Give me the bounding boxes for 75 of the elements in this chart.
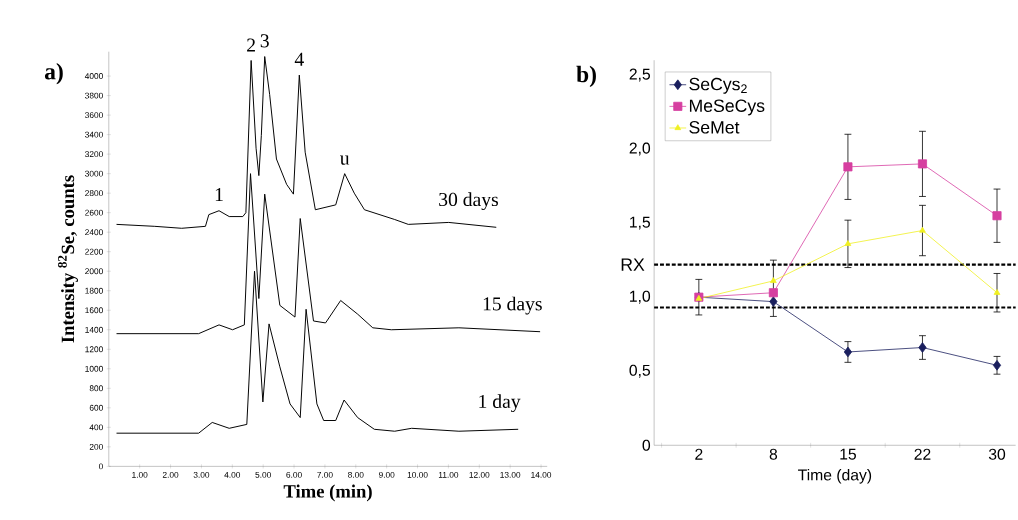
legend-label: SeCys$_{2}$ bbox=[689, 77, 747, 94]
y-axis-title: Intensity $^{82}$Se, counts bbox=[57, 175, 78, 343]
point bbox=[992, 360, 1002, 371]
y-tick-label: 1,0 bbox=[630, 290, 651, 304]
y-tick-label: 1600 bbox=[85, 307, 103, 314]
annotation: u bbox=[340, 155, 350, 165]
point bbox=[843, 346, 852, 358]
point bbox=[993, 289, 1001, 295]
y-tick-label: 4000 bbox=[84, 73, 103, 80]
series-label: 1 day bbox=[479, 394, 521, 413]
y-tick-label: 2600 bbox=[85, 209, 103, 216]
y-tick-label: 3200 bbox=[85, 151, 103, 158]
x-tick-label: 2 bbox=[695, 448, 703, 460]
y-tick-label: 600 bbox=[89, 404, 103, 411]
x-axis-title: Time (day) bbox=[798, 469, 872, 484]
y-tick-label: 200 bbox=[89, 443, 103, 450]
annotation: 1 bbox=[215, 188, 223, 202]
y-tick-label: 3000 bbox=[85, 170, 103, 177]
legend-label: MeSeCys bbox=[689, 99, 765, 116]
y-tick-label: 0 bbox=[642, 439, 651, 451]
x-tick-label: 4.00 bbox=[224, 471, 241, 478]
x-tick-label: 2.00 bbox=[162, 471, 179, 478]
x-tick-label: 1.00 bbox=[132, 471, 148, 478]
point bbox=[843, 162, 853, 172]
y-tick-label: 3600 bbox=[85, 112, 103, 119]
y-tick-label: 1800 bbox=[85, 287, 103, 294]
y-tick-label: 2400 bbox=[85, 229, 103, 236]
y-tick-label: 0,5 bbox=[629, 364, 651, 378]
x-tick-label: 3.00 bbox=[193, 471, 210, 478]
chart-title: a) bbox=[44, 63, 63, 85]
x-tick-label: 8 bbox=[769, 448, 778, 460]
x-axis-title: Time (min) bbox=[283, 484, 372, 502]
ref-line-label: RX bbox=[621, 258, 645, 271]
x-tick-label: 30 bbox=[988, 448, 1006, 460]
y-tick-label: 0 bbox=[98, 463, 103, 470]
y-tick-label: 2200 bbox=[85, 248, 103, 255]
y-tick-label: 2,5 bbox=[629, 68, 651, 82]
y-tick-label: 2000 bbox=[85, 268, 103, 275]
y-tick-label: 400 bbox=[89, 424, 103, 431]
series-label: 15 days bbox=[483, 296, 542, 315]
x-tick-label: 22 bbox=[914, 448, 931, 460]
x-tick-label: 10.00 bbox=[407, 471, 428, 478]
annotation: 3 bbox=[260, 34, 269, 48]
annotation: 4 bbox=[294, 52, 304, 66]
annotation: 2 bbox=[247, 38, 255, 52]
point bbox=[992, 211, 1002, 221]
point bbox=[919, 226, 926, 233]
x-tick-label: 15 bbox=[840, 448, 856, 460]
x-tick-label: 12.00 bbox=[469, 471, 490, 478]
x-tick-label: 14.00 bbox=[531, 471, 552, 478]
legend-label: SeMet bbox=[689, 121, 740, 134]
chart-title: b) bbox=[576, 65, 596, 88]
point bbox=[769, 296, 778, 307]
x-tick-label: 8.00 bbox=[348, 471, 364, 478]
y-tick-label: 2800 bbox=[85, 190, 103, 197]
point bbox=[770, 277, 777, 284]
point bbox=[917, 159, 927, 169]
x-tick-label: 9.00 bbox=[378, 471, 395, 478]
y-tick-label: 3400 bbox=[85, 131, 103, 138]
point bbox=[844, 240, 852, 247]
y-tick-label: 1,5 bbox=[630, 216, 651, 230]
x-tick-label: 13.00 bbox=[500, 471, 521, 478]
point bbox=[918, 342, 927, 353]
x-tick-label: 5.00 bbox=[255, 471, 271, 478]
y-tick-label: 1400 bbox=[85, 326, 103, 333]
x-tick-label: 6.00 bbox=[286, 471, 302, 478]
y-tick-label: 1000 bbox=[85, 365, 103, 372]
y-tick-label: 2,0 bbox=[629, 142, 651, 156]
point bbox=[768, 288, 778, 298]
y-tick-label: 1200 bbox=[85, 346, 103, 353]
x-tick-label: 11.00 bbox=[438, 471, 459, 478]
series-label: 30 days bbox=[439, 192, 498, 211]
y-tick-label: 800 bbox=[89, 385, 103, 392]
y-tick-label: 3800 bbox=[85, 92, 103, 99]
x-tick-label: 7.00 bbox=[317, 471, 333, 478]
